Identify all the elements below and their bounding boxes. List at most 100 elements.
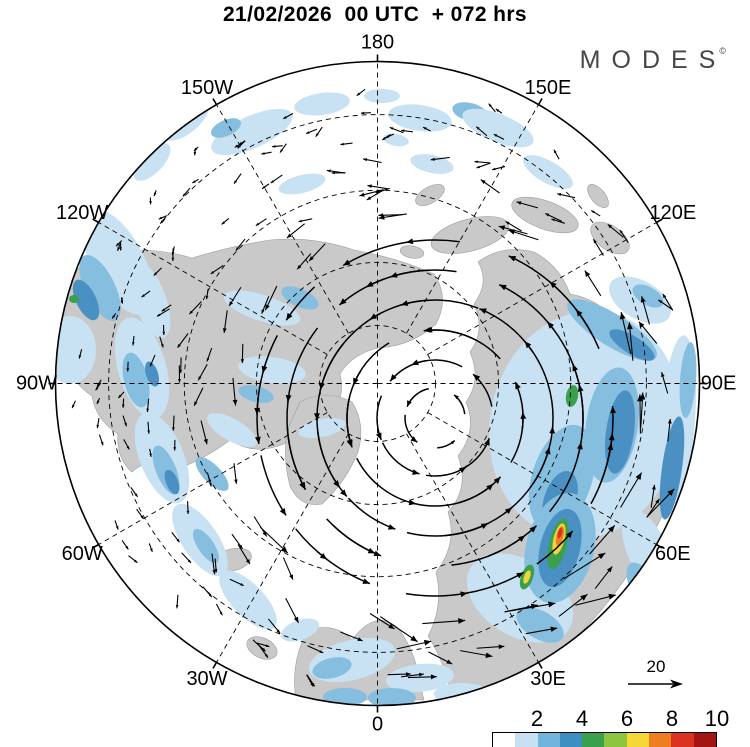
wind-arrowhead — [486, 483, 494, 491]
shading-blob — [211, 108, 293, 156]
colorbar-segment — [604, 733, 627, 747]
wind-arrowhead — [254, 407, 261, 415]
wind-arrowhead — [498, 644, 505, 650]
meridian-label-150E: 150E — [525, 77, 572, 99]
wind-arrowhead — [117, 247, 120, 251]
colorbar-scale — [492, 732, 717, 747]
wind-arrowhead — [551, 218, 555, 222]
wind-arrowhead — [205, 295, 209, 300]
wind-arrowhead — [430, 157, 435, 161]
wind-arrowhead — [78, 355, 82, 359]
wind-arrowhead — [520, 411, 527, 420]
shading-blob — [659, 416, 685, 520]
wind-arrowhead — [357, 637, 363, 642]
wind-arrowhead — [254, 436, 261, 444]
wind-arrowhead — [389, 127, 394, 130]
colorbar-tick-label: 6 — [620, 706, 634, 731]
island-shape — [587, 184, 609, 208]
wind-arrowhead — [544, 447, 551, 455]
wind-arrowhead — [366, 281, 374, 287]
wind-arrowhead — [607, 224, 613, 229]
shading-blob — [565, 385, 579, 407]
meridian-label-60E: 60E — [655, 543, 691, 565]
wind-arrowhead — [315, 133, 319, 137]
wind-arrowhead — [198, 376, 202, 381]
wind-arrowhead — [240, 583, 244, 586]
wind-arrowhead — [186, 510, 190, 515]
colorbar-segment — [671, 733, 694, 747]
wind-arrowhead — [549, 426, 556, 434]
shading-blob — [207, 413, 257, 447]
wind-arrowhead — [286, 233, 292, 238]
wind-arrowhead — [498, 225, 506, 231]
wind-arrowhead — [187, 559, 192, 563]
wind-arrowhead — [575, 309, 583, 317]
colorbar-segment — [537, 733, 560, 747]
wind-arrow — [413, 483, 494, 507]
wind-arrowhead — [548, 601, 556, 608]
wind-arrowhead — [261, 647, 266, 652]
meridian-line — [427, 222, 657, 355]
modes-logo: MODES© — [580, 46, 726, 75]
wind-arrowhead — [261, 152, 265, 155]
meridian-tick — [212, 661, 218, 669]
wind-arrowhead — [264, 653, 268, 658]
wind-arrowhead — [360, 111, 365, 115]
wind-arrowhead — [283, 116, 287, 119]
wind-arrowhead — [591, 210, 595, 214]
wind-arrowhead — [203, 438, 208, 445]
shading-blob — [364, 89, 400, 103]
wind-arrowhead — [584, 270, 591, 278]
meridian-label-180: 180 — [361, 32, 394, 54]
wind-arrowhead — [412, 469, 420, 475]
island-shape — [590, 221, 630, 255]
reference-arrow-icon — [628, 679, 683, 689]
wind-arrowhead — [608, 593, 616, 600]
wind-arrowhead — [234, 144, 239, 148]
colorbar-segment — [626, 733, 650, 747]
shading-blob — [557, 527, 563, 539]
meridian-label-60W: 60W — [62, 543, 103, 565]
shading-blob — [238, 385, 274, 403]
wind-arrowhead — [153, 192, 157, 197]
wind-arrowhead — [607, 442, 614, 451]
wind-arrowhead — [234, 180, 238, 184]
wind-arrowhead — [378, 213, 384, 218]
shading-blob — [679, 342, 697, 418]
wind-arrowhead — [515, 382, 521, 390]
wind-arrowhead — [286, 312, 293, 321]
shading-blob — [281, 286, 319, 310]
wind-arrowhead — [340, 142, 344, 146]
wind-arrowhead — [319, 650, 324, 653]
wind-arrowhead — [262, 185, 266, 189]
wind-arrowhead — [492, 167, 496, 171]
wind-arrowhead — [375, 432, 382, 440]
wind-arrowhead — [508, 229, 516, 235]
colorbar-segment — [493, 733, 516, 747]
shading-blob — [211, 118, 241, 138]
wind-arrowhead — [311, 683, 315, 687]
wind-arrowhead — [149, 201, 152, 205]
wind-arrowhead — [553, 149, 557, 154]
wind-arrowhead — [359, 192, 365, 197]
colorbar-segment — [693, 733, 716, 747]
modes-logo-mark: © — [719, 46, 726, 56]
meridian-label-90W: 90W — [16, 373, 57, 395]
wind-arrowhead — [229, 301, 234, 307]
meridian-line — [406, 104, 539, 334]
wind-arrow — [425, 329, 501, 360]
wind-arrowhead — [651, 484, 656, 490]
wind-arrowhead — [362, 578, 370, 584]
wind-arrowhead — [240, 359, 245, 364]
island-shape — [511, 196, 579, 234]
wind-arrowhead — [276, 629, 281, 634]
wind-arrowhead — [171, 257, 175, 261]
meridian-line — [216, 104, 349, 334]
wind-arrowhead — [97, 383, 100, 387]
meridian-line — [98, 222, 328, 355]
wind-arrowhead — [131, 342, 135, 346]
meridian-tick — [92, 218, 100, 224]
wind-arrowhead — [516, 572, 524, 579]
wind-arrowhead — [265, 644, 270, 648]
wind-arrowhead — [473, 374, 481, 381]
